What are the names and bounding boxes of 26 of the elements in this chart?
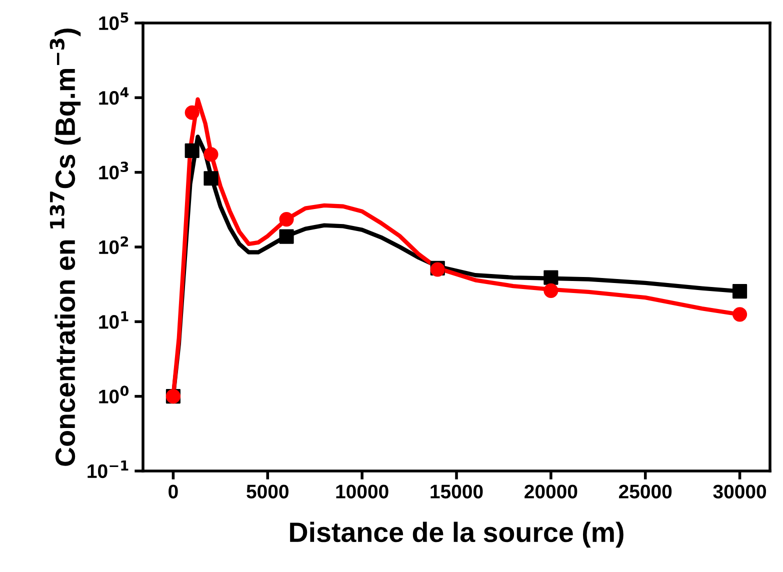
- x-tick-label: 25000: [619, 484, 672, 498]
- y-tick-label: 10$^{1}$: [99, 311, 128, 329]
- point: [544, 283, 558, 298]
- point: [544, 270, 558, 285]
- x-tick-label: 15000: [430, 484, 483, 498]
- y-tick-label: 10$^{0}$: [99, 386, 129, 404]
- y-tick-label: 10$^{3}$: [99, 162, 128, 180]
- point: [184, 105, 200, 120]
- y-tick-label: 10$^{−1}$: [88, 460, 128, 478]
- point: [204, 147, 218, 162]
- x-tick-label: 20000: [524, 484, 578, 498]
- point: [732, 307, 748, 322]
- y-axis-title: Concentration en $^{137}$Cs (Bq.m$^{−3}$): [50, 28, 81, 466]
- point: [279, 212, 294, 227]
- y-tick-label: 10$^{5}$: [99, 12, 128, 30]
- x-axis-title: Distance de la source (m): [290, 522, 624, 548]
- y-tick-label: 10$^{4}$: [99, 87, 129, 105]
- point: [184, 143, 200, 158]
- x-tick-label: 30000: [713, 484, 766, 499]
- x-tick-label: 10000: [336, 484, 388, 498]
- point: [732, 284, 748, 299]
- point: [204, 171, 218, 186]
- x-tick-label: 0: [168, 484, 178, 498]
- y-tick-label: 10$^{2}$: [99, 236, 128, 254]
- point: [279, 229, 294, 244]
- x-tick-label: 5000: [246, 484, 288, 498]
